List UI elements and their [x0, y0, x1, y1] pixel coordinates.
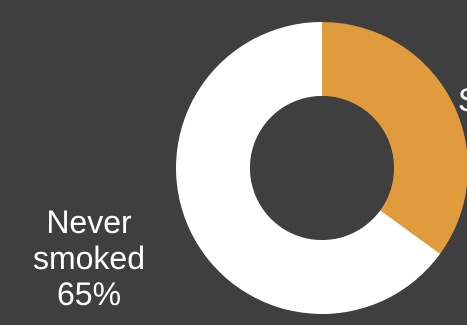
slice-label-never-smoked: Never smoked 65% — [14, 204, 164, 312]
donut-slice-smoked — [322, 22, 467, 254]
never-label-line2: smoked — [32, 240, 146, 276]
never-label-line1: Never — [46, 204, 132, 240]
never-label-value: 65% — [56, 276, 122, 312]
donut-hole — [250, 96, 394, 240]
donut-slice-never-smoked — [176, 22, 441, 314]
smoked-label-partial: S — [458, 82, 467, 118]
slice-label-smoked: S — [458, 82, 467, 118]
